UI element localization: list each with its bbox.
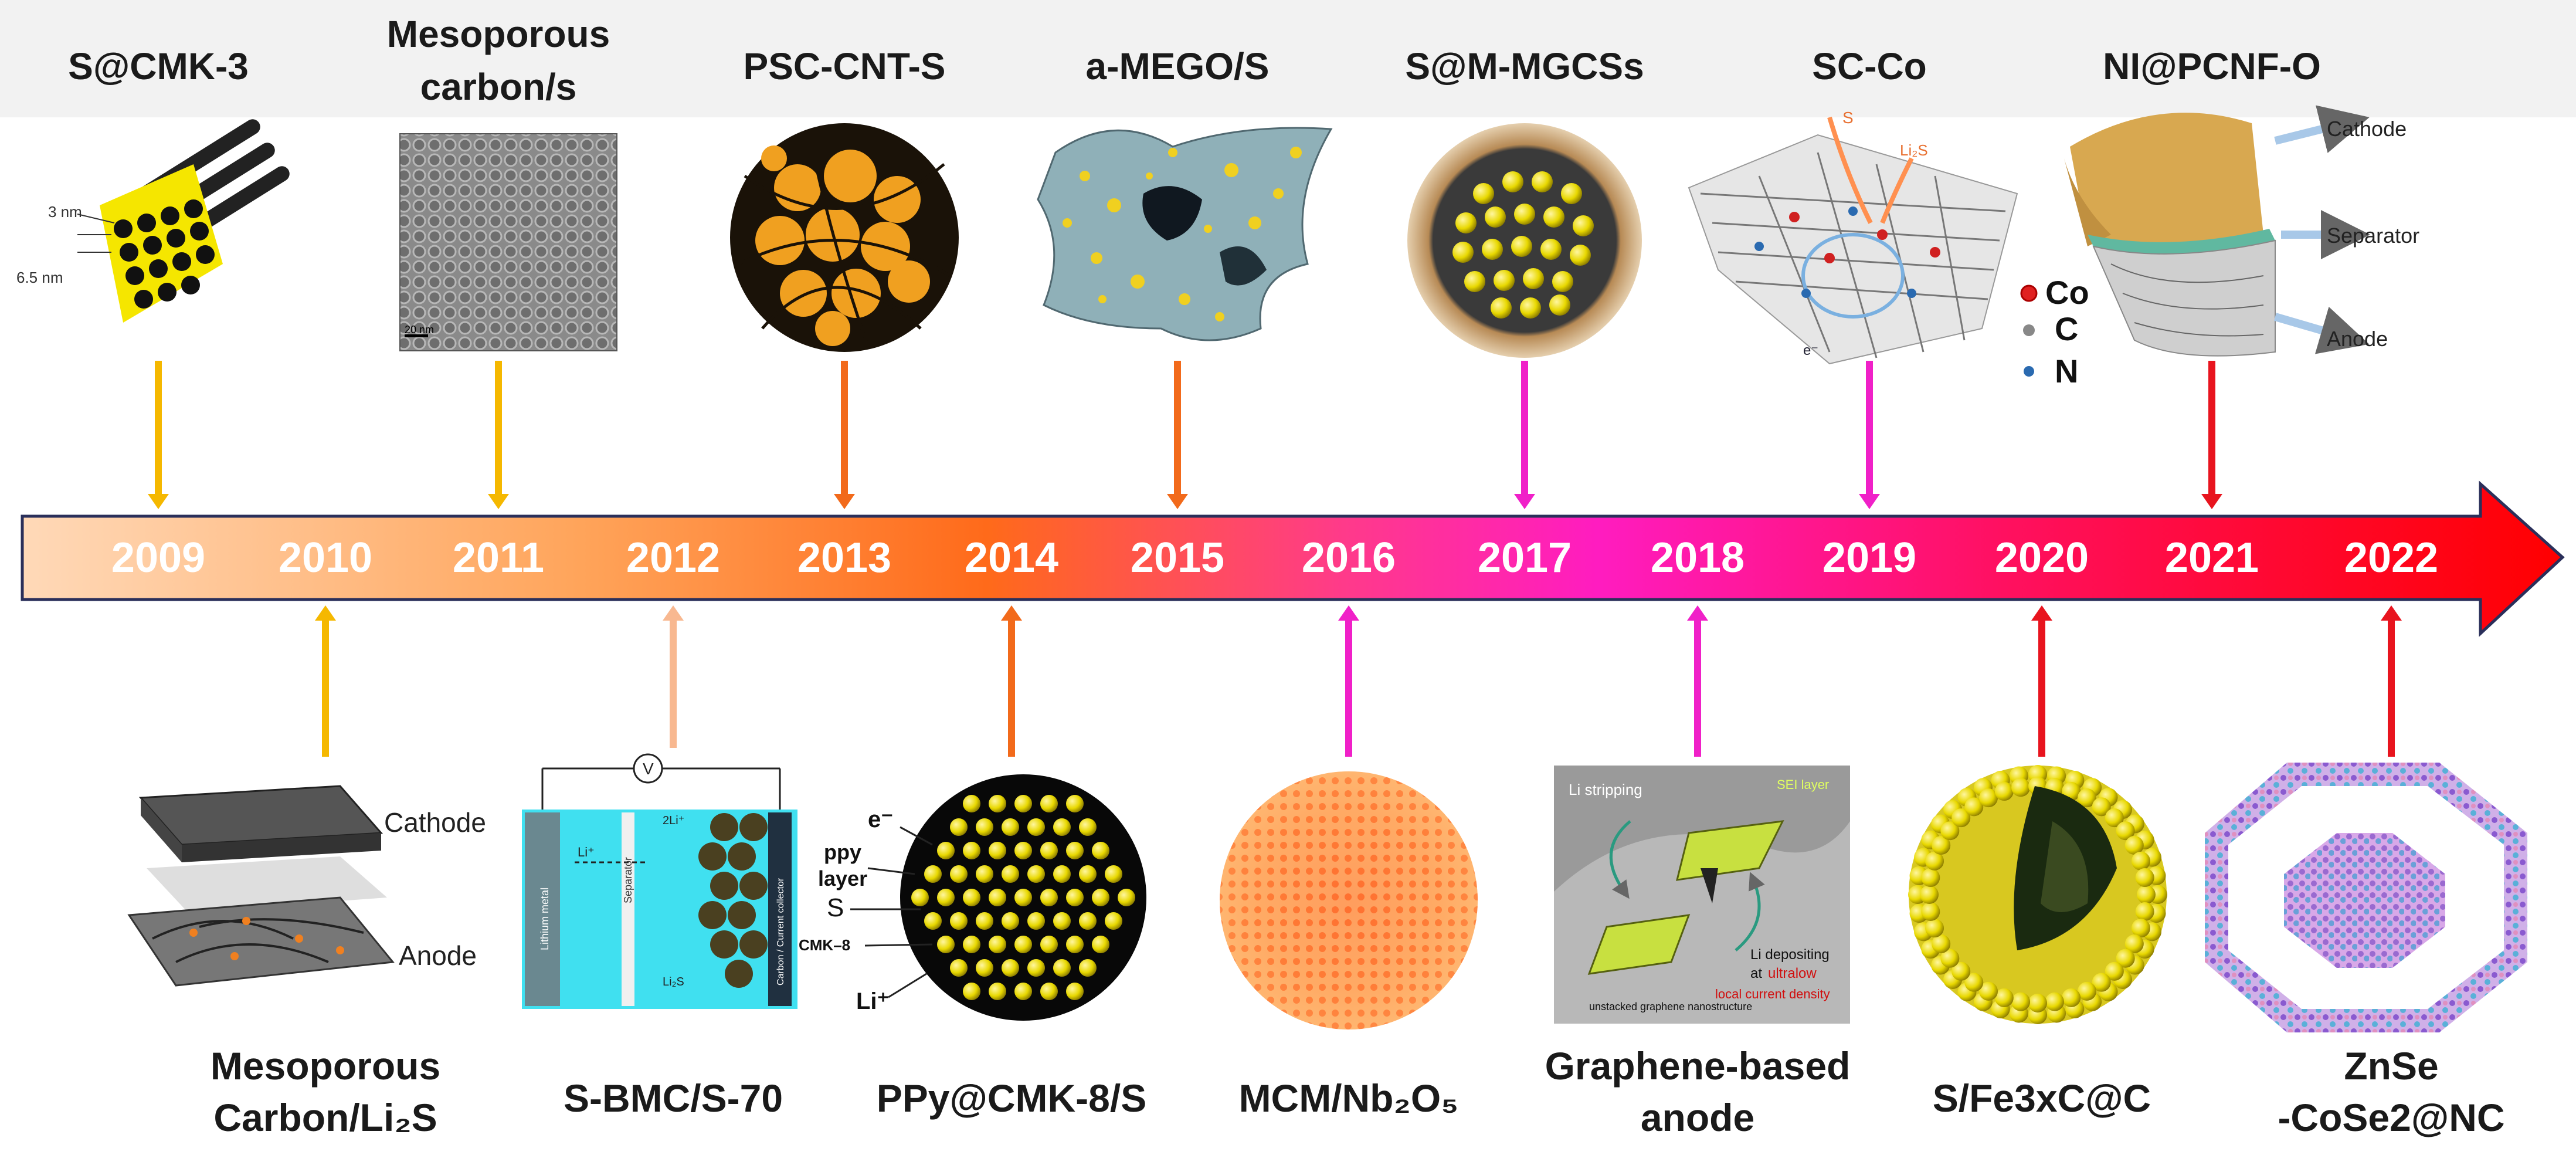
gr-ultralow: ultralow (1768, 966, 1817, 981)
znse-cose2-nc-image (2205, 763, 2527, 1032)
bottom-label-2016: MCM/Nb₂O₅ (1239, 1076, 1459, 1120)
mc-anode: Anode (399, 940, 477, 971)
bottom-label-2010-line1: Mesoporous (211, 1044, 440, 1088)
timeline-arrow (21, 480, 2565, 637)
sc-co-li2s: Li₂S (1900, 141, 1928, 159)
year-label-2022: 2022 (2344, 534, 2438, 581)
top-connector-arrow (1514, 361, 1535, 509)
ppy-cmk8: CMK–8 (799, 936, 850, 954)
top-connector-arrow (2201, 361, 2222, 509)
s-fe3xc-c-image (1908, 765, 2167, 1024)
top-label-2011-line1: Mesoporous (387, 13, 610, 55)
ppy-layer-1: ppy (824, 840, 861, 864)
top-connector-arrow (1859, 361, 1880, 509)
bottom-connector-arrow (2381, 605, 2402, 757)
graphene-anode-image: Li stripping SEI layer Li depositing at … (1554, 766, 1850, 1024)
top-label-2011-line2: carbon/s (420, 66, 577, 108)
mcm-nb2o5-image (1220, 771, 1478, 1029)
nipcnf-anode: Anode (2327, 327, 2388, 351)
year-label-2014: 2014 (965, 534, 1058, 581)
top-connector-arrow (834, 361, 855, 509)
bottom-label-2020: S/Fe3xC@C (1933, 1076, 2151, 1120)
a-mego-s-image (1037, 127, 1333, 341)
bottom-connector-arrow (1001, 605, 1022, 757)
ppy-s: S (827, 893, 844, 922)
bottom-connector-arrow (1687, 605, 1708, 757)
gr-unstacked: unstacked graphene nanostructure (1589, 1001, 1752, 1012)
year-label-2013: 2013 (797, 534, 891, 581)
bottom-label-2022-line1: ZnSe (2344, 1044, 2438, 1088)
year-label-2009: 2009 (111, 534, 205, 581)
cmk3-dim2: 6.5 nm (16, 269, 63, 286)
top-band (0, 0, 2576, 117)
year-label-2018: 2018 (1651, 534, 1745, 581)
ppy-e: e⁻ (868, 807, 893, 832)
bottom-label-2012: S-BMC/S-70 (564, 1076, 783, 1120)
sc-co-e: e⁻ (1803, 343, 1818, 358)
top-connector-arrow (488, 361, 509, 509)
bottom-label-2018-line1: Graphene-based (1545, 1044, 1851, 1088)
mc-cathode: Cathode (384, 807, 486, 838)
year-label-2012: 2012 (626, 534, 720, 581)
sc-co-s: S (1842, 109, 1854, 127)
year-label-2015: 2015 (1131, 534, 1224, 581)
sbmc-lithium-metal: Lithium metal (539, 888, 551, 950)
sbmc-separator: Separator (622, 857, 634, 903)
element-legend: Co C N (2020, 274, 2089, 390)
ppy-li: Li⁺ (856, 988, 890, 1014)
ppy-layer-2: layer (818, 866, 867, 890)
year-label-2021: 2021 (2165, 534, 2259, 581)
tem-scale: 20 nm (405, 324, 434, 336)
bottom-connector-arrow (315, 605, 336, 757)
top-label-2009: S@CMK-3 (68, 45, 249, 87)
s-bmc-image: V Li⁺ 2Li⁺ Li₂S Lithium metal Separator … (522, 753, 797, 1009)
bottom-label-2022-line2: -CoSe2@NC (2278, 1096, 2504, 1139)
bottom-connector-arrow (2031, 605, 2052, 757)
top-label-2017: S@M-MGCSs (1405, 45, 1644, 87)
sbmc-li: Li⁺ (578, 845, 595, 859)
legend-n: N (2055, 353, 2078, 390)
gr-sei: SEI layer (1777, 777, 1829, 792)
sbmc-collector: Carbon / Current collector (776, 878, 786, 985)
top-label-2015: a-MEGO/S (1086, 45, 1270, 87)
bottom-connector-arrow (663, 605, 684, 748)
nipcnf-separator: Separator (2327, 223, 2419, 248)
bottom-label-2010-line2: Carbon/Li₂S (213, 1096, 437, 1139)
cmk3-dim1: 3 nm (48, 203, 82, 221)
gr-li-depositing: Li depositing (1750, 947, 1830, 963)
gr-local-current: local current density (1715, 987, 1830, 1001)
top-label-2013: PSC-CNT-S (744, 45, 946, 87)
year-label-2010: 2010 (279, 534, 372, 581)
tem-image: 20 nm (399, 133, 617, 351)
sbmc-li2s: Li₂S (663, 976, 684, 988)
ppy-cmk8-image: e⁻ ppy layer S CMK–8 Li⁺ (799, 774, 1146, 1021)
top-label-2019: SC-Co (1812, 45, 1927, 87)
gr-li-stripping: Li stripping (1569, 781, 1642, 798)
s-cmk3-image: 3 nm 6.5 nm (16, 119, 290, 323)
legend-c: C (2055, 310, 2078, 347)
top-connector-arrow (1167, 361, 1188, 509)
top-connector-arrow (148, 361, 169, 509)
s-m-mgcss-image (1407, 123, 1642, 358)
year-label-2019: 2019 (1822, 534, 1916, 581)
legend-co: Co (2045, 274, 2089, 311)
nipcnf-cathode: Cathode (2327, 117, 2407, 141)
bottom-label-2018-line2: anode (1641, 1096, 1754, 1139)
mc-li2s-image: Cathode Anode (127, 785, 486, 987)
sbmc-s2: 2Li⁺ (663, 814, 684, 827)
bottom-label-2014: PPy@CMK-8/S (877, 1076, 1146, 1120)
sc-co-image: S Li₂S e⁻ (1688, 109, 2018, 365)
psc-cnt-s-image (730, 123, 959, 352)
year-label-2017: 2017 (1478, 534, 1572, 581)
sbmc-v: V (643, 760, 654, 778)
ni-pcnf-o-image: Cathode Separator Anode (2064, 105, 2419, 357)
year-label-2020: 2020 (1995, 534, 2089, 581)
gr-at: at (1750, 966, 1762, 981)
year-label-2016: 2016 (1302, 534, 1396, 581)
top-label-2021: NI@PCNF-O (2103, 45, 2321, 87)
bottom-connector-arrow (1338, 605, 1359, 757)
year-label-2011: 2011 (453, 534, 544, 581)
